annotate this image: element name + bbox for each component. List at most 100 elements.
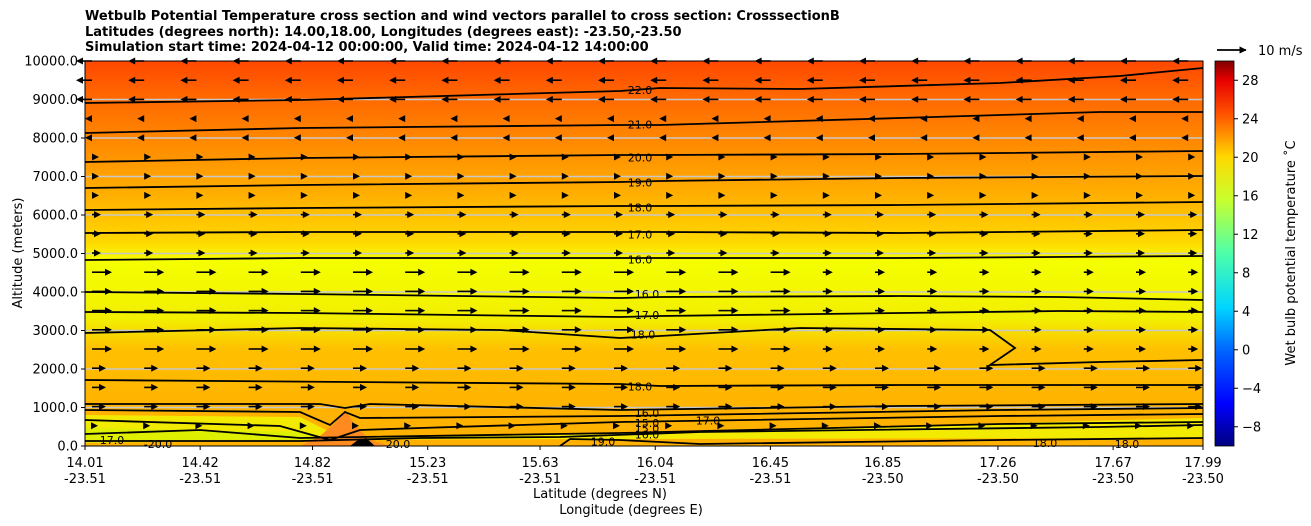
wind-vector [927,287,938,295]
wind-vector [1136,307,1146,315]
wind-vector [1188,249,1198,257]
wind-vector [979,211,989,219]
wind-vector [457,403,472,411]
x-tick-lon: -23.51 [292,472,334,487]
wind-vector [822,364,837,372]
contour-18-upper [85,201,1203,211]
wind-vector [979,268,990,276]
wind-vector [300,191,308,199]
wind-vector [614,326,634,334]
wind-vector [822,287,833,295]
wind-vector [128,95,145,103]
wind-vector [822,172,830,180]
contour-bl-5 [85,424,1203,442]
wind-vector [509,364,524,372]
wind-vector [144,172,152,180]
wind-vector [718,153,726,161]
wind-vector [822,153,830,161]
wind-vector [248,211,258,219]
wind-vector [868,115,875,123]
wind-vector [1083,345,1094,353]
wind-vector [1031,364,1046,372]
wind-vector [189,115,197,123]
wind-vector [911,76,928,84]
wind-vector [1083,326,1094,334]
colorbar-tick-label: 20 [1242,151,1259,166]
y-axis-ticks: 0.0 1000.0 2000.0 3000.0 4000.0 5000.0 6000.0 7… [24,55,85,455]
wind-vector [927,326,938,334]
wind-vector [650,76,667,84]
wind-vector [337,95,353,103]
wind-vector [561,191,569,199]
wind-vector [502,134,510,142]
contour-20 [85,150,1203,163]
wind-vector [196,230,206,238]
wind-vector [92,364,106,372]
wind-vector [769,422,777,430]
wind-vector [927,307,938,315]
wind-vector [770,230,780,238]
contour-bl-4 [85,421,1203,439]
wind-vector [450,115,458,123]
contour-label: 21.0 [628,119,653,132]
wind-vector [346,115,353,123]
wind-vector [1136,287,1146,295]
title-line-1: Wetbulb Potential Temperature cross sect… [85,9,840,24]
wind-vector [666,345,687,353]
wind-vector [1188,268,1199,276]
x-tick-lat: 14.42 [182,456,219,471]
wind-vector [508,422,516,430]
wind-vector [770,153,778,161]
wind-vector [247,422,255,430]
wind-vector [180,95,197,103]
wind-vector [457,287,478,295]
wind-vector [607,134,614,142]
wind-vector [598,76,614,84]
wind-vector [561,172,569,180]
wind-vector [875,249,884,257]
x-tick-lat: 17.99 [1184,456,1221,471]
wind-vector [1172,95,1189,103]
wind-vector [300,230,310,238]
wind-vector [76,76,92,84]
wind-vector [144,403,159,411]
wind-vector [859,76,875,84]
wind-vector [815,115,823,123]
contour-lines [85,67,1203,446]
boundary-layer-band [85,415,1203,440]
y-tick-label: 6000.0 [33,209,79,224]
contour-18-mid [85,327,1203,366]
wind-vector [1031,326,1042,334]
wind-vector [770,287,791,295]
wind-vector [659,134,667,142]
wind-vector [405,172,413,180]
wind-vector [196,211,206,219]
wind-vector [509,287,530,295]
wind-vector [1136,403,1150,411]
wind-vector [144,345,165,353]
colorbar [1214,60,1235,447]
wind-vector [405,191,413,199]
y-tick-label: 5000.0 [33,247,79,262]
wind-vector [353,287,373,295]
contour-label: -20.0 [144,438,172,451]
wind-vector [248,191,256,199]
wind-vector [875,287,885,295]
wind-vector [248,230,258,238]
wind-vector [1083,153,1091,161]
wind-vector [502,115,510,123]
wind-vector [1031,268,1042,276]
wind-vector [666,230,676,238]
wind-vector [509,403,524,411]
wind-vector [300,268,321,276]
wind-vector [92,345,112,353]
wind-vector [1083,287,1094,295]
x-tick-lon: -23.50 [1182,472,1224,487]
wind-vector [196,364,211,372]
wind-vector [659,115,667,123]
wind-vector [405,211,415,219]
y-tick-label: 7000.0 [33,170,79,185]
terrain-mask [350,438,375,446]
x-axis-label-lat: Latitude (degrees N) [533,487,667,502]
